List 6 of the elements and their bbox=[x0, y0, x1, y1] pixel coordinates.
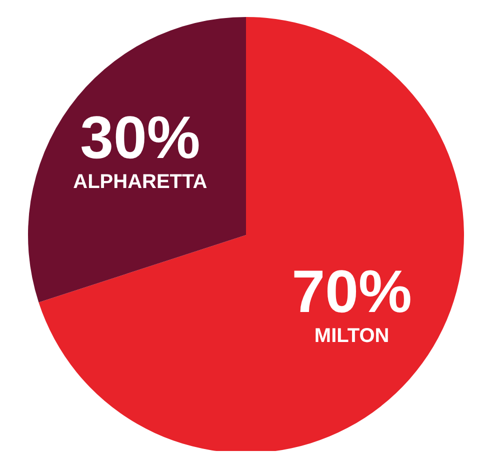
slice-label: ALPHARETTA bbox=[73, 171, 208, 194]
pie-slice bbox=[38, 17, 464, 451]
slice-label: MILTON bbox=[314, 324, 390, 347]
data-label: 30% bbox=[80, 104, 200, 172]
data-label: 70% bbox=[292, 258, 412, 325]
pie-slice bbox=[28, 17, 246, 302]
